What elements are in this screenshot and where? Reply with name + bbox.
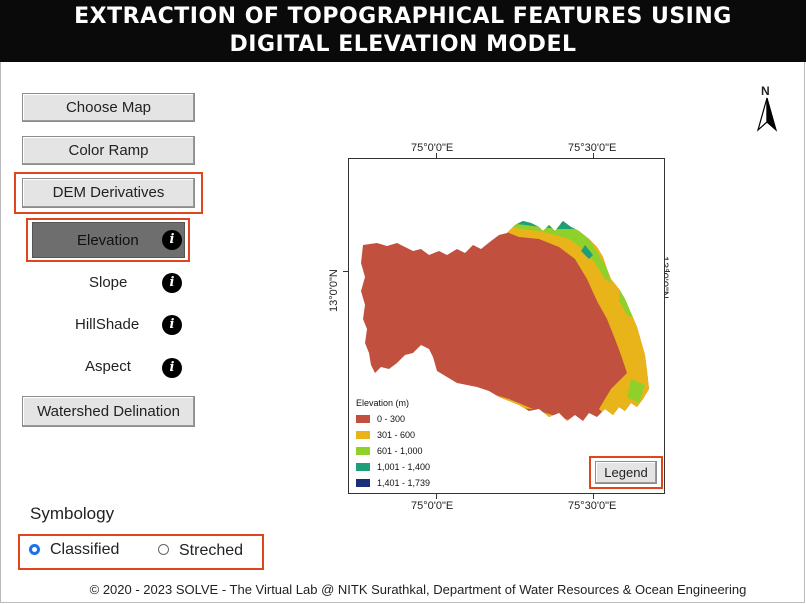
legend-item-1: 0 - 300 (377, 414, 406, 424)
aspect-info-icon[interactable]: i (162, 358, 182, 378)
elevation-map (361, 221, 649, 421)
color-ramp-button[interactable]: Color Ramp (22, 136, 195, 165)
lat-left: 13°0'0"N (328, 269, 340, 312)
legend-title: Elevation (m) (356, 398, 410, 408)
bottom-lon-left: 75°0'0"E (411, 500, 454, 512)
top-lon-right: 75°30'0"E (568, 142, 617, 154)
classified-radio[interactable] (29, 544, 40, 555)
legend-swatch-2 (356, 431, 370, 439)
elevation-info-icon[interactable]: i (162, 230, 182, 250)
derivative-hillshade[interactable]: HillShade (75, 316, 140, 333)
legend-swatch-5 (356, 479, 370, 487)
watershed-delineation-button[interactable]: Watershed Delination (22, 396, 195, 427)
derivative-elevation[interactable]: Elevation (32, 222, 185, 258)
slope-info-icon[interactable]: i (162, 273, 182, 293)
legend-swatch-3 (356, 447, 370, 455)
derivative-aspect[interactable]: Aspect (85, 358, 131, 375)
tick-top-2 (593, 153, 594, 159)
symbology-highlight (18, 534, 264, 570)
legend-swatch-1 (356, 415, 370, 423)
north-label: N (761, 84, 770, 98)
dem-derivatives-button[interactable]: DEM Derivatives (22, 178, 195, 208)
footer: © 2020 - 2023 SOLVE - The Virtual Lab @ … (89, 582, 747, 597)
hillshade-info-icon[interactable]: i (162, 315, 182, 335)
classified-label[interactable]: Classified (50, 541, 120, 558)
top-lon-left: 75°0'0"E (411, 142, 454, 154)
tick-right (664, 271, 670, 272)
legend-item-4: 1,001 - 1,400 (377, 462, 431, 472)
bottom-lon-right: 75°30'0"E (568, 500, 617, 512)
dem-derivatives-highlight (14, 172, 203, 214)
title-line-1: EXTRACTION OF TOPOGRAPHICAL FEATURES USI… (74, 4, 732, 29)
legend-button[interactable]: Legend (595, 461, 657, 484)
legend-item-5: 1,401 - 1,739 (377, 478, 431, 488)
legend-swatch-4 (356, 463, 370, 471)
legend-item-2: 301 - 600 (377, 430, 416, 440)
north-arrow-icon (756, 97, 778, 132)
tick-bottom-1 (436, 493, 437, 499)
content-frame (0, 62, 805, 603)
tick-left (343, 271, 349, 272)
symbology-title: Symbology (30, 504, 115, 523)
streched-radio[interactable] (158, 544, 169, 555)
choose-map-button[interactable]: Choose Map (22, 93, 195, 122)
elevation-highlight (26, 218, 190, 262)
streched-label[interactable]: Streched (179, 542, 244, 559)
tick-top-1 (436, 153, 437, 159)
legend-button-highlight (589, 456, 663, 489)
legend-item-3: 601 - 1,000 (377, 446, 423, 456)
map-frame: Elevation (m) 0 - 300 301 - 600 601 - 1,… (343, 153, 670, 499)
derivative-slope[interactable]: Slope (89, 274, 128, 291)
title-line-2: DIGITAL ELEVATION MODEL (229, 32, 577, 57)
tick-bottom-2 (593, 493, 594, 499)
page-header: EXTRACTION OF TOPOGRAPHICAL FEATURES USI… (0, 0, 806, 62)
derivative-elevation-label: Elevation (77, 232, 139, 249)
